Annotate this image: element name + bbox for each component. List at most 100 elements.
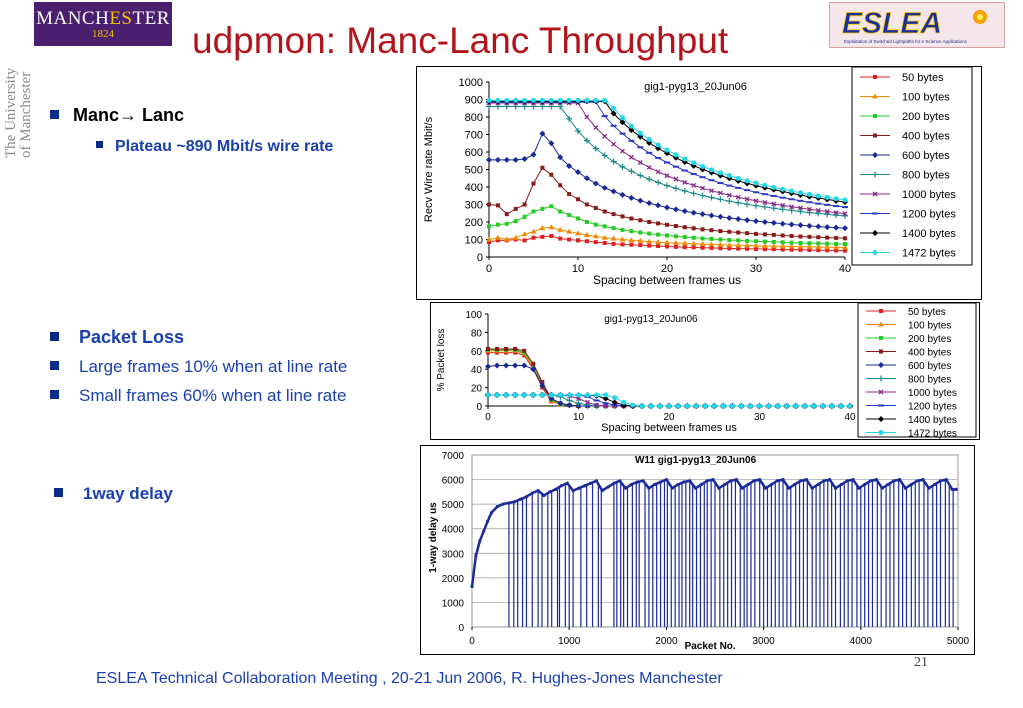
- legend-label: 1400 bytes: [902, 228, 956, 240]
- y-tick-label: 2000: [442, 574, 465, 585]
- data-point: [549, 204, 554, 209]
- data-point: [611, 241, 616, 246]
- data-point: [807, 248, 812, 252]
- data-point: [690, 209, 697, 216]
- data-point: [769, 482, 773, 487]
- legend-label: 100 bytes: [902, 92, 950, 104]
- data-point: [647, 243, 652, 248]
- data-point: [797, 199, 804, 202]
- data-point: [494, 362, 501, 369]
- series-800-bytes: [486, 103, 848, 219]
- university-of-manchester-logo: MANCHESTER 1824: [34, 2, 172, 46]
- data-point: [753, 180, 759, 186]
- data-point: [872, 230, 878, 236]
- data-point: [637, 160, 643, 165]
- data-point: [675, 403, 681, 409]
- data-point: [718, 229, 723, 234]
- data-point: [628, 237, 635, 243]
- data-point: [593, 222, 598, 227]
- data-point: [789, 247, 794, 252]
- data-point: [606, 485, 610, 489]
- data-point: [873, 75, 877, 79]
- data-point: [868, 479, 873, 483]
- legend-label: 100 bytes: [908, 321, 951, 332]
- data-point: [664, 477, 668, 482]
- x-tick-label: 0: [469, 636, 475, 647]
- data-point: [487, 202, 491, 207]
- data-point: [816, 241, 821, 246]
- university-vertical-text: The University of Manchester: [0, 40, 34, 160]
- y-tick-label: 5000: [442, 500, 465, 511]
- data-point: [736, 246, 741, 251]
- data-point: [641, 479, 645, 483]
- data-point: [664, 239, 670, 245]
- data-point: [797, 243, 804, 249]
- legend-label: 1472 bytes: [908, 429, 957, 440]
- data-point: [557, 103, 564, 110]
- data-point: [834, 235, 839, 240]
- data-point: [646, 164, 652, 170]
- data-point: [699, 192, 706, 199]
- y-tick-label: 400: [465, 182, 483, 194]
- data-point: [611, 141, 617, 147]
- data-point: [903, 486, 908, 490]
- data-point: [682, 156, 688, 162]
- data-point: [806, 222, 813, 229]
- bullet-small-frames: Small frames 60% when at line rate: [50, 386, 346, 406]
- data-point: [815, 207, 821, 213]
- data-point: [838, 403, 844, 409]
- data-point: [672, 240, 679, 245]
- x-tick-label: 30: [754, 412, 766, 423]
- data-point: [879, 309, 883, 313]
- data-point: [548, 103, 555, 110]
- data-point: [878, 389, 884, 395]
- data-point: [530, 151, 537, 158]
- data-point: [646, 151, 653, 154]
- x-tick-label: 0: [486, 263, 492, 275]
- data-point: [665, 244, 669, 249]
- data-point: [620, 148, 625, 154]
- data-point: [548, 224, 555, 230]
- data-point: [788, 243, 795, 249]
- data-point: [752, 479, 756, 483]
- data-point: [559, 484, 564, 488]
- data-point: [655, 169, 661, 175]
- data-point: [762, 239, 767, 244]
- data-point: [539, 130, 546, 137]
- data-point: [700, 245, 705, 250]
- data-point: [521, 392, 527, 398]
- data-point: [816, 482, 820, 487]
- data-point: [787, 486, 791, 490]
- data-point: [628, 127, 635, 134]
- data-point: [494, 156, 501, 163]
- x-tick-label: 1000: [558, 636, 581, 647]
- data-point: [593, 125, 599, 130]
- data-point: [588, 481, 593, 485]
- data-point: [504, 97, 510, 103]
- data-point: [611, 212, 616, 217]
- data-point: [594, 392, 600, 398]
- data-point: [833, 196, 839, 202]
- data-point: [717, 196, 724, 203]
- data-point: [709, 167, 714, 173]
- data-point: [647, 220, 652, 224]
- data-point: [602, 402, 609, 405]
- data-point: [736, 230, 741, 235]
- data-point: [655, 156, 662, 159]
- data-point: [478, 539, 482, 543]
- data-point: [872, 191, 878, 197]
- data-point: [522, 348, 527, 353]
- data-point: [878, 375, 884, 382]
- data-point: [592, 145, 599, 152]
- data-point: [656, 243, 661, 248]
- data-point: [602, 241, 607, 245]
- data-point: [781, 477, 785, 482]
- data-point: [619, 191, 626, 198]
- data-point: [834, 248, 839, 253]
- data-point: [657, 403, 663, 409]
- data-point: [829, 403, 835, 409]
- data-point: [539, 103, 546, 110]
- data-point: [601, 152, 608, 159]
- data-point: [629, 229, 634, 234]
- series-200-bytes: [487, 204, 847, 247]
